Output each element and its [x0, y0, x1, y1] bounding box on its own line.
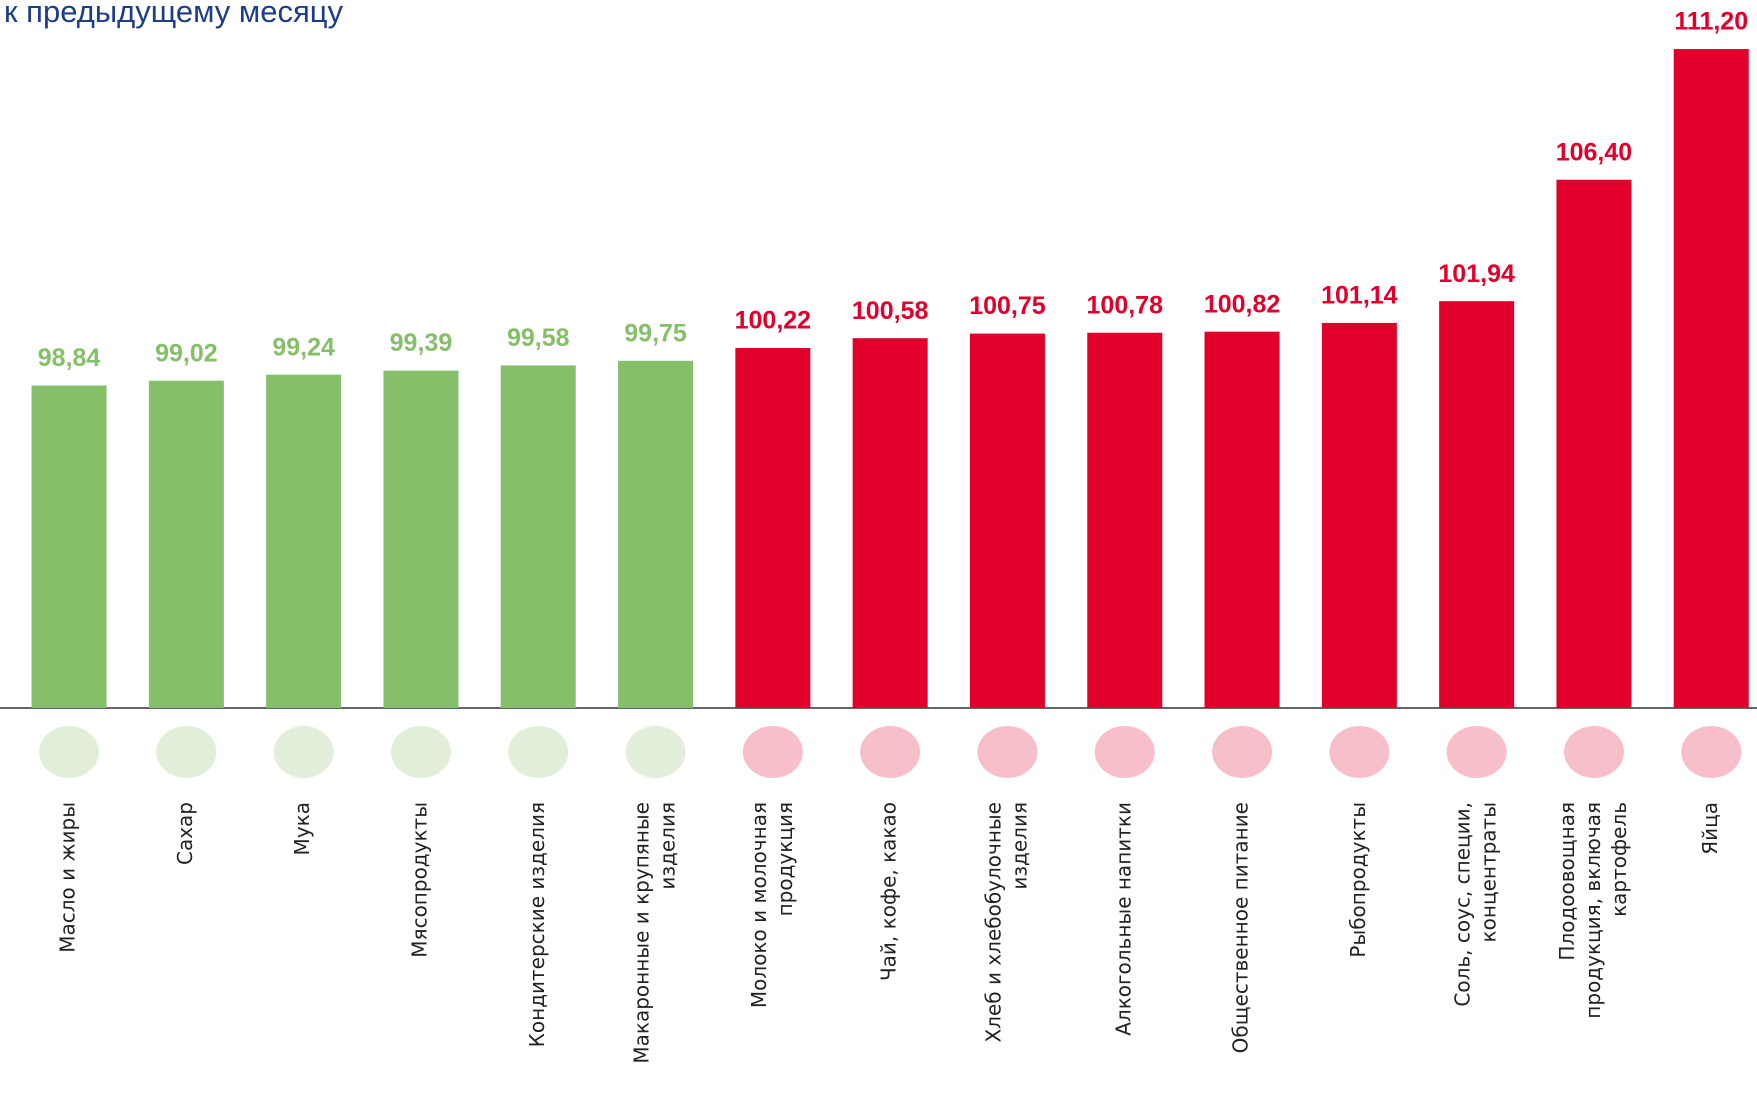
- value-label: 99,58: [507, 324, 570, 352]
- icon: [977, 726, 1037, 778]
- x-tick-label: Яйца: [1698, 802, 1722, 855]
- icon: [1212, 726, 1272, 778]
- icon: [39, 726, 99, 778]
- bar: [383, 371, 458, 708]
- icon: [391, 726, 451, 778]
- value-label: 99,02: [155, 339, 218, 367]
- value-label: 101,14: [1321, 282, 1398, 310]
- value-label: 111,20: [1674, 8, 1748, 36]
- value-label: 100,75: [969, 292, 1046, 320]
- chart: к предыдущему месяцу 98,84 Масло и жиры 99…: [0, 0, 1757, 1101]
- bar: [1205, 332, 1280, 708]
- bar: [618, 361, 693, 708]
- bar: [501, 365, 576, 708]
- icon: [1095, 726, 1155, 778]
- bar: [970, 334, 1045, 708]
- x-tick-label: Масло и жиры: [56, 802, 80, 953]
- value-label: 101,94: [1438, 260, 1515, 288]
- icon: [508, 726, 568, 778]
- bar: [1674, 49, 1749, 708]
- x-tick-label: Рыбопродукты: [1346, 802, 1370, 958]
- x-tick-label: Мясопродукты: [407, 802, 431, 958]
- icon: [1329, 726, 1389, 778]
- bar: [149, 381, 224, 708]
- value-label: 100,22: [735, 307, 811, 335]
- bar: [1556, 180, 1631, 708]
- icon: [743, 726, 803, 778]
- value-label: 99,24: [272, 333, 335, 361]
- x-tick-label: Общественное питание: [1229, 802, 1253, 1053]
- value-label: 99,75: [624, 319, 687, 347]
- x-tick-label: Сахар: [173, 802, 197, 865]
- value-label: 98,84: [38, 344, 101, 372]
- value-label: 100,58: [852, 297, 929, 325]
- bar: [1439, 301, 1514, 708]
- icon: [1447, 726, 1507, 778]
- x-tick-label: Соль, соус, специи,концентраты: [1450, 802, 1500, 1007]
- value-label: 100,78: [1087, 291, 1164, 319]
- bar: [1322, 323, 1397, 708]
- x-tick-label: Мука: [290, 802, 314, 855]
- bar: [1087, 333, 1162, 708]
- bar: [266, 375, 341, 708]
- icon: [860, 726, 920, 778]
- icon: [1564, 726, 1624, 778]
- x-tick-label: Чай, кофе, какао: [877, 802, 901, 981]
- value-label: 106,40: [1556, 138, 1632, 166]
- bar: [853, 338, 928, 708]
- icon: [156, 726, 216, 778]
- chart-title: к предыдущему месяцу: [4, 0, 343, 29]
- value-label: 100,82: [1204, 290, 1280, 318]
- bar: [735, 348, 810, 708]
- icon: [626, 726, 686, 778]
- x-tick-label: Кондитерские изделия: [525, 802, 549, 1047]
- value-label: 99,39: [390, 329, 453, 357]
- bar: [32, 386, 107, 708]
- icon: [274, 726, 334, 778]
- x-tick-label: Алкогольные напитки: [1111, 802, 1135, 1036]
- icon: [1681, 726, 1741, 778]
